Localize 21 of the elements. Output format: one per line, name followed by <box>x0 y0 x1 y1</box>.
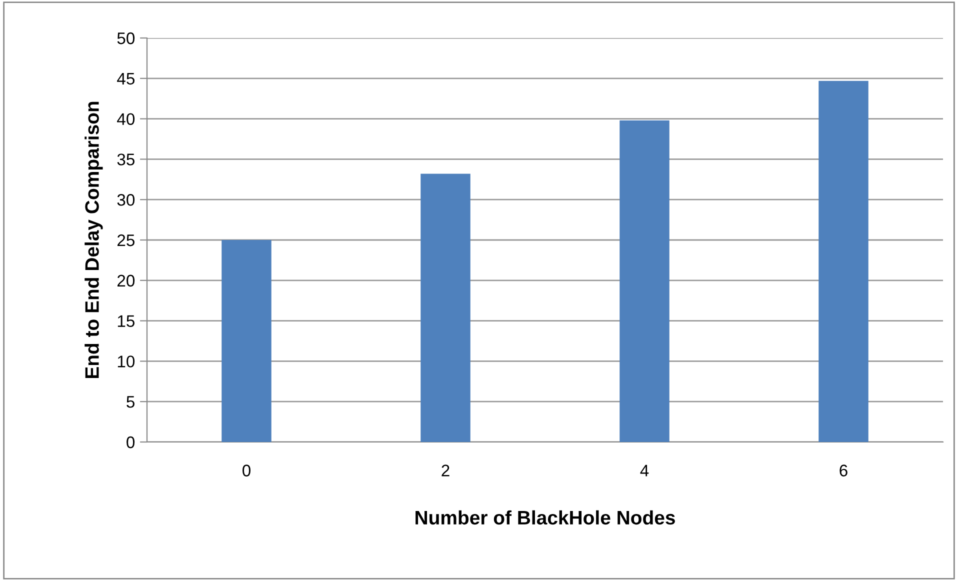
y-tick-label: 35 <box>117 154 134 166</box>
y-tick-label: 0 <box>126 436 135 448</box>
y-tick-label: 40 <box>117 113 135 126</box>
bar <box>222 240 272 442</box>
x-axis-title: Number of BlackHole Nodes <box>416 510 675 525</box>
x-tick-label: 4 <box>640 464 649 476</box>
y-tick-label: 30 <box>117 194 135 206</box>
x-tick-label: 2 <box>442 464 450 476</box>
y-tick-label: 25 <box>117 234 134 246</box>
x-tick-label: 0 <box>242 464 250 476</box>
y-tick-label: 50 <box>117 32 135 44</box>
y-tick-label: 20 <box>117 274 135 287</box>
y-axis-title: End to End Delay Comparison <box>84 102 103 378</box>
y-tick-label: 10 <box>118 356 135 368</box>
y-tick-label: 45 <box>117 72 134 85</box>
bar <box>420 174 470 442</box>
bar <box>818 80 868 442</box>
x-tick-label: 6 <box>840 464 848 476</box>
bar <box>620 120 670 442</box>
y-tick-label: 5 <box>126 396 134 408</box>
y-tick-label: 15 <box>118 315 134 328</box>
